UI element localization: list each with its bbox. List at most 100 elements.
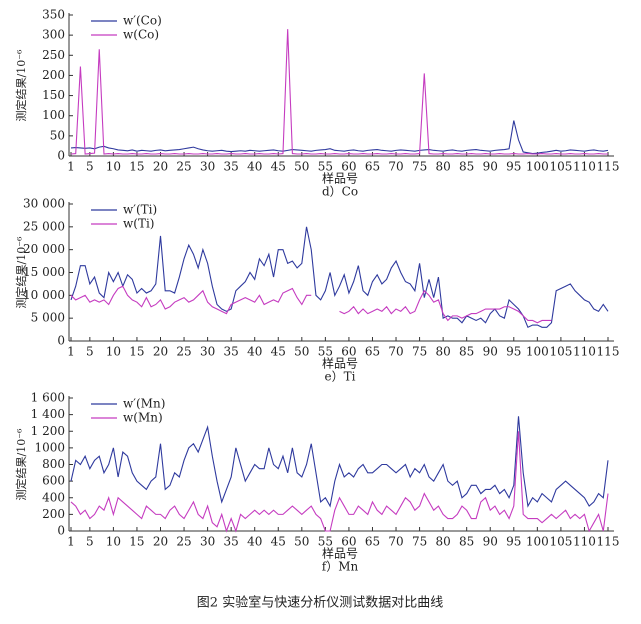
y-tick-label: 800	[42, 457, 65, 471]
chart-caption: f）Mn	[322, 560, 359, 574]
x-tick-label: 45	[271, 160, 286, 174]
x-tick-label: 80	[435, 535, 450, 549]
chart-caption: d）Co	[322, 185, 358, 199]
x-tick-label: 75	[412, 345, 427, 359]
x-tick-label: 110	[573, 535, 596, 549]
x-tick-label: 70	[388, 535, 403, 549]
data-line	[70, 120, 609, 155]
x-tick-label: 115	[597, 535, 620, 549]
y-tick-label: 1 400	[31, 407, 65, 421]
x-tick-label: 30	[200, 345, 215, 359]
legend-label: w(Co)	[123, 28, 159, 42]
x-tick-label: 5	[86, 535, 94, 549]
y-tick-label: 150	[42, 88, 65, 102]
y-tick-label: 30 000	[23, 197, 65, 211]
x-tick-label: 1	[67, 345, 75, 359]
x-tick-label: 65	[365, 345, 380, 359]
y-tick-label: 400	[42, 490, 65, 504]
x-tick-label: 60	[341, 345, 356, 359]
x-tick-label: 100	[526, 535, 549, 549]
x-tick-label: 20	[153, 160, 168, 174]
x-tick-label: 55	[318, 535, 333, 549]
data-line	[70, 431, 609, 533]
x-tick-label: 100	[526, 160, 549, 174]
data-line	[70, 285, 552, 324]
x-tick-label: 35	[224, 345, 239, 359]
legend-label: w′(Ti)	[123, 203, 157, 217]
x-axis-label: 样品号	[322, 546, 358, 561]
x-tick-label: 55	[318, 160, 333, 174]
x-tick-label: 25	[176, 345, 191, 359]
x-tick-label: 45	[271, 535, 286, 549]
x-tick-label: 80	[435, 345, 450, 359]
x-tick-label: 95	[506, 345, 521, 359]
x-tick-label: 35	[224, 160, 239, 174]
x-tick-label: 60	[341, 160, 356, 174]
x-tick-label: 20	[153, 535, 168, 549]
figure-caption: 图2 实验室与快速分析仪测试数据对比曲线	[197, 595, 443, 611]
x-tick-label: 115	[597, 345, 620, 359]
x-tick-label: 115	[597, 160, 620, 174]
x-tick-label: 50	[294, 345, 309, 359]
y-tick-label: 50	[50, 128, 65, 142]
y-tick-label: 250	[42, 48, 65, 62]
x-axis-label: 样品号	[322, 356, 358, 371]
legend-label: w′(Co)	[123, 14, 162, 28]
y-tick-label: 5 000	[31, 311, 65, 325]
x-tick-label: 105	[549, 345, 572, 359]
x-tick-label: 20	[153, 345, 168, 359]
y-tick-label: 1 200	[31, 424, 65, 438]
x-tick-label: 95	[506, 535, 521, 549]
x-tick-label: 15	[129, 345, 144, 359]
y-tick-label: 200	[42, 68, 65, 82]
y-tick-label: 600	[42, 474, 65, 488]
x-tick-label: 75	[412, 160, 427, 174]
x-tick-label: 25	[176, 535, 191, 549]
x-tick-label: 60	[341, 535, 356, 549]
x-axis-label: 样品号	[322, 171, 358, 186]
x-tick-label: 50	[294, 535, 309, 549]
x-tick-label: 25	[176, 160, 191, 174]
x-tick-label: 110	[573, 160, 596, 174]
x-tick-label: 105	[549, 535, 572, 549]
x-tick-label: 70	[388, 345, 403, 359]
x-tick-label: 65	[365, 535, 380, 549]
x-tick-label: 5	[86, 345, 94, 359]
x-tick-label: 40	[247, 160, 262, 174]
y-axis-label: 测定结果/10⁻⁶	[14, 236, 28, 309]
x-tick-label: 80	[435, 160, 450, 174]
x-tick-label: 1	[67, 160, 75, 174]
x-tick-label: 105	[549, 160, 572, 174]
x-tick-label: 90	[483, 535, 498, 549]
y-axis-label: 测定结果/10⁻⁶	[14, 428, 28, 501]
y-tick-label: 25 000	[23, 219, 65, 233]
x-tick-label: 30	[200, 160, 215, 174]
y-tick-label: 1000	[34, 440, 65, 454]
data-line	[70, 416, 609, 508]
chart-caption: e）Ti	[325, 370, 356, 384]
x-tick-label: 90	[483, 160, 498, 174]
y-tick-label: 0	[57, 149, 65, 163]
x-tick-label: 10	[106, 535, 121, 549]
y-tick-label: 300	[42, 28, 65, 42]
x-tick-label: 30	[200, 535, 215, 549]
y-tick-label: 20 000	[23, 242, 65, 256]
x-tick-label: 35	[224, 535, 239, 549]
x-tick-label: 15	[129, 535, 144, 549]
y-tick-label: 100	[42, 108, 65, 122]
data-line	[70, 226, 609, 329]
y-tick-label: 0	[57, 524, 65, 538]
x-tick-label: 95	[506, 160, 521, 174]
x-tick-label: 65	[365, 160, 380, 174]
x-tick-label: 70	[388, 160, 403, 174]
y-axis-label: 测定结果/10⁻⁶	[14, 49, 28, 122]
x-tick-label: 85	[459, 345, 474, 359]
x-tick-label: 90	[483, 345, 498, 359]
x-tick-label: 75	[412, 535, 427, 549]
x-tick-label: 50	[294, 160, 309, 174]
y-tick-label: 200	[42, 507, 65, 521]
y-tick-label: 350	[42, 8, 65, 22]
x-tick-label: 45	[271, 345, 286, 359]
x-tick-label: 15	[129, 160, 144, 174]
